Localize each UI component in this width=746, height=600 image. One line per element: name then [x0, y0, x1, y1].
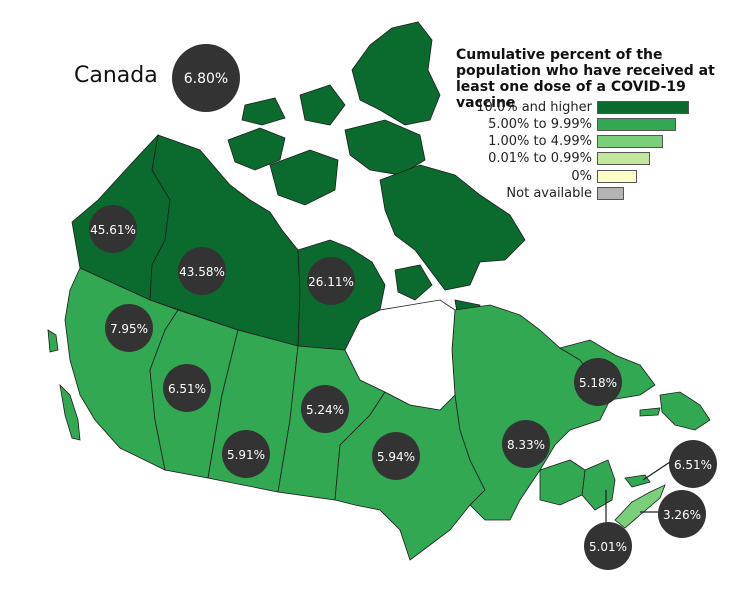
legend-row: Not available — [456, 185, 624, 202]
bubble-value-pei: 6.51% — [674, 458, 712, 472]
bubble-quebec: 8.33% — [502, 420, 550, 468]
bubble-circle — [574, 358, 622, 406]
arctic-island-3 — [299, 84, 346, 126]
legend-swatch — [597, 101, 689, 114]
bubble-value-alberta: 6.51% — [168, 382, 206, 396]
baffin-island — [379, 164, 526, 291]
bubble-circle — [178, 247, 226, 295]
bubble-nwt: 43.58% — [178, 247, 226, 295]
legend-row: 0% — [456, 168, 637, 185]
bubble-value-newfoundland: 5.18% — [579, 376, 617, 390]
leader-line-pei — [642, 461, 671, 481]
bubble-value-nova-scotia: 3.26% — [663, 508, 701, 522]
bubble-manitoba: 5.24% — [301, 385, 349, 433]
region-quebec-gaspe — [539, 459, 586, 506]
bubble-value-quebec: 8.33% — [507, 438, 545, 452]
arctic-island-1 — [227, 127, 286, 171]
bubble-ontario: 5.94% — [372, 432, 420, 480]
hudson-bay — [344, 299, 456, 411]
bubble-value-nunavut: 26.11% — [308, 275, 354, 289]
legend-swatch — [597, 170, 637, 183]
bubble-circle — [584, 522, 632, 570]
legend-row: 5.00% to 9.99% — [456, 116, 676, 133]
bubble-bc: 7.95% — [105, 304, 153, 352]
arctic-island-5 — [351, 21, 441, 126]
vancouver-island — [59, 383, 81, 441]
legend-title-line-2: population who have received at — [456, 63, 715, 79]
region-new-brunswick — [581, 459, 616, 511]
bubble-circle — [222, 430, 270, 478]
region-pei — [624, 474, 651, 488]
country-bubble-circle — [172, 44, 240, 112]
bubble-value-yukon: 45.61% — [90, 223, 136, 237]
legend-label: Not available — [506, 186, 592, 201]
legend-title-line-3: least one dose of a COVID-19 vaccine — [456, 79, 686, 111]
bubble-circle — [301, 385, 349, 433]
haida-gwaii — [47, 329, 59, 353]
legend-label: 5.00% to 9.99% — [488, 117, 592, 132]
bubble-value-ontario: 5.94% — [377, 450, 415, 464]
legend-title: Cumulative percent of the population who… — [456, 47, 742, 111]
country-bubble-value: 6.80% — [184, 71, 228, 87]
bubble-nunavut: 26.11% — [307, 257, 355, 305]
southampton-island — [394, 264, 433, 301]
legend-title-line-1: Cumulative percent of the — [456, 47, 663, 63]
bubble-circle — [372, 432, 420, 480]
arctic-island-2 — [269, 149, 339, 206]
legend-row: 1.00% to 4.99% — [456, 133, 663, 150]
bubble-yukon: 45.61% — [89, 205, 137, 253]
bubble-circle — [105, 304, 153, 352]
bubble-value-new-brunswick: 5.01% — [589, 540, 627, 554]
bubble-circle — [163, 364, 211, 412]
legend-label: 0% — [571, 169, 592, 184]
bubble-newfoundland: 5.18% — [574, 358, 622, 406]
bubble-circle — [502, 420, 550, 468]
legend-swatch — [597, 118, 676, 131]
bubble-value-saskatchewan: 5.91% — [227, 448, 265, 462]
legend-row: 0.01% to 0.99% — [456, 150, 650, 167]
country-bubble: 6.80% — [172, 44, 240, 112]
region-newfoundland — [659, 391, 711, 431]
legend-label: 0.01% to 0.99% — [488, 151, 592, 166]
legend-label: 10.0% and higher — [476, 100, 592, 115]
bubble-circle — [307, 257, 355, 305]
legend-swatch — [597, 152, 650, 165]
region-nova-scotia — [614, 484, 666, 529]
legend-swatch — [597, 187, 624, 200]
bubble-value-manitoba: 5.24% — [306, 403, 344, 417]
country-label: Canada — [74, 63, 158, 88]
bubble-value-bc: 7.95% — [110, 322, 148, 336]
bubble-saskatchewan: 5.91% — [222, 430, 270, 478]
bubble-new-brunswick: 5.01% — [584, 522, 632, 570]
legend-row: 10.0% and higher — [456, 99, 689, 116]
bubble-circle — [658, 490, 706, 538]
bubble-alberta: 6.51% — [163, 364, 211, 412]
bubble-value-nwt: 43.58% — [179, 265, 225, 279]
bubble-circle — [89, 205, 137, 253]
legend-label: 1.00% to 4.99% — [488, 134, 592, 149]
arctic-island-6 — [344, 119, 426, 176]
arctic-island-4 — [241, 97, 286, 126]
region-quebec — [451, 304, 611, 521]
bubble-circle — [669, 440, 717, 488]
anticosti — [639, 407, 661, 417]
bubble-nova-scotia: 3.26% — [658, 490, 706, 538]
legend-swatch — [597, 135, 663, 148]
bubble-pei: 6.51% — [669, 440, 717, 488]
